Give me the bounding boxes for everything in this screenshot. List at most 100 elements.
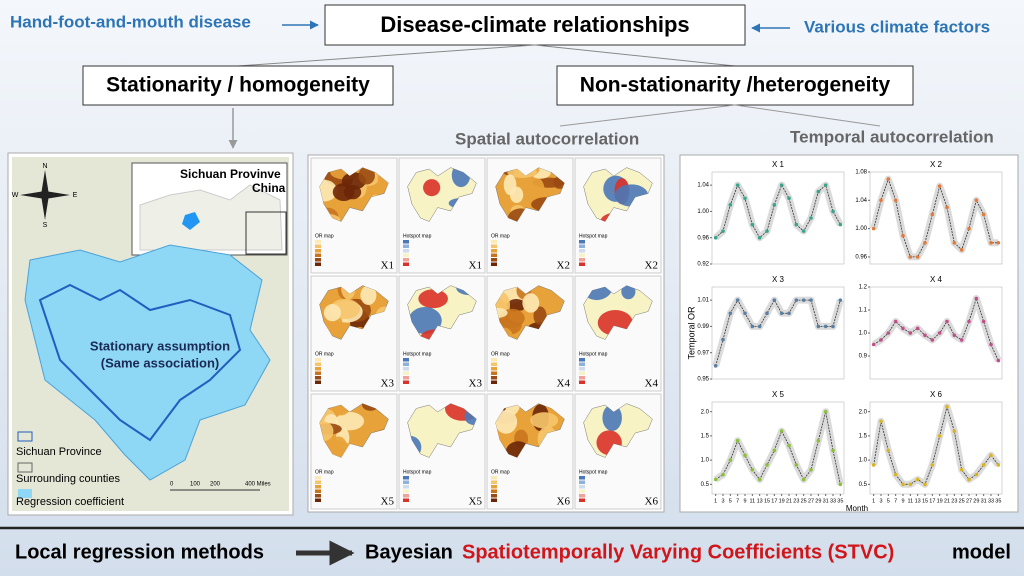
legend-swatch bbox=[315, 240, 321, 244]
x-tick-label: 7 bbox=[736, 498, 739, 504]
map-patch bbox=[358, 167, 375, 185]
chart-title: X 3 bbox=[772, 275, 785, 284]
legend-swatch bbox=[579, 498, 585, 502]
legend-swatch bbox=[491, 485, 497, 489]
legend-swatch bbox=[403, 380, 409, 384]
y-tick-label: 1.5 bbox=[859, 433, 868, 439]
legend-swatch bbox=[315, 253, 321, 257]
map-legend-title: OR map bbox=[315, 233, 334, 239]
legend-swatch bbox=[315, 476, 321, 480]
map-patch bbox=[418, 289, 448, 309]
map-patch bbox=[602, 404, 622, 432]
trend-line bbox=[873, 177, 999, 258]
data-point bbox=[779, 429, 784, 433]
trend-line bbox=[873, 405, 999, 485]
legend-swatch bbox=[491, 498, 497, 502]
right-label: Various climate factors bbox=[804, 17, 990, 36]
data-point bbox=[923, 482, 927, 487]
data-point bbox=[989, 342, 993, 347]
map-patch bbox=[533, 306, 547, 325]
data-point bbox=[823, 324, 828, 329]
legend-swatch bbox=[315, 376, 321, 380]
data-point bbox=[713, 477, 718, 482]
legend-swatch bbox=[17, 462, 33, 473]
legend-swatch bbox=[403, 367, 409, 371]
legend-swatch bbox=[491, 371, 497, 375]
x-tick-label: 29 bbox=[815, 498, 821, 504]
data-point bbox=[981, 463, 986, 467]
data-point bbox=[901, 326, 905, 331]
branch-left: Stationarity / homogeneity bbox=[106, 74, 370, 97]
data-point bbox=[871, 463, 876, 467]
data-point bbox=[886, 331, 891, 335]
scale-label: 400 Miles bbox=[245, 482, 271, 488]
chart-title: X 4 bbox=[930, 275, 943, 284]
variable-label: X5 bbox=[381, 496, 395, 508]
connector bbox=[237, 44, 536, 67]
x-tick-label: 27 bbox=[966, 498, 972, 504]
data-point bbox=[713, 235, 718, 240]
variable-label: X4 bbox=[557, 378, 571, 390]
y-tick-label: 1.1 bbox=[859, 308, 868, 314]
data-point bbox=[743, 453, 747, 458]
data-point bbox=[915, 255, 920, 259]
legend-swatch bbox=[403, 480, 409, 484]
map-legend-title: OR map bbox=[491, 351, 510, 357]
data-point bbox=[735, 183, 740, 187]
x-tick-label: 21 bbox=[786, 498, 792, 504]
map-patch bbox=[360, 285, 377, 306]
map-patch bbox=[530, 412, 559, 429]
x-tick-label: 35 bbox=[995, 498, 1001, 504]
x-tick-label: 9 bbox=[901, 498, 904, 504]
data-point bbox=[838, 482, 843, 487]
chart-title: X 5 bbox=[772, 390, 785, 399]
map-legend-title: Hotspot map bbox=[403, 233, 432, 239]
variable-label: X4 bbox=[645, 378, 659, 390]
y-tick-label: 1.5 bbox=[701, 433, 710, 439]
chart-title: X 2 bbox=[930, 160, 943, 169]
x-tick-label: 31 bbox=[981, 498, 987, 504]
data-point bbox=[823, 409, 828, 414]
y-tick-label: 0.97 bbox=[697, 350, 709, 356]
data-point bbox=[930, 212, 935, 217]
y-tick-label: 1.00 bbox=[855, 226, 867, 232]
x-tick-label: 3 bbox=[879, 498, 882, 504]
data-point bbox=[879, 338, 883, 342]
map-patch bbox=[522, 293, 540, 313]
scale-label: 100 bbox=[190, 482, 201, 488]
legend-swatch bbox=[579, 367, 585, 371]
data-point bbox=[794, 463, 799, 467]
legend-swatch bbox=[403, 485, 409, 489]
legend-swatch bbox=[491, 358, 497, 362]
variable-label: X2 bbox=[645, 260, 658, 272]
legend-swatch bbox=[315, 367, 321, 371]
y-tick-label: 1.08 bbox=[855, 170, 867, 176]
data-point bbox=[893, 198, 898, 203]
trend-line bbox=[715, 299, 841, 367]
map-patch bbox=[319, 179, 338, 202]
data-point bbox=[908, 482, 913, 487]
legend-swatch bbox=[491, 380, 497, 384]
trend-line bbox=[873, 297, 999, 361]
inset-title: Sichuan Provinve bbox=[180, 167, 281, 181]
map-text: Stationary assumption bbox=[90, 338, 230, 353]
footer-left: Local regression methods bbox=[15, 541, 264, 563]
branch-box bbox=[82, 65, 394, 106]
variable-label: X2 bbox=[557, 260, 570, 272]
temporal-label: Temporal autocorrelation bbox=[790, 127, 994, 146]
scale-label: 200 bbox=[210, 482, 221, 488]
legend-swatch bbox=[315, 371, 321, 375]
y-tick-label: 1.2 bbox=[859, 285, 868, 291]
legend-swatch bbox=[403, 371, 409, 375]
legend-swatch bbox=[491, 489, 497, 493]
legend-swatch bbox=[403, 498, 409, 502]
y-tick-label: 1.04 bbox=[697, 183, 709, 189]
map-text: (Same association) bbox=[101, 355, 220, 370]
variable-label: X5 bbox=[469, 496, 483, 508]
x-tick-label: 29 bbox=[973, 498, 979, 504]
x-tick-label: 23 bbox=[793, 498, 799, 504]
data-point bbox=[952, 240, 957, 245]
legend-swatch bbox=[315, 498, 321, 502]
trend-line bbox=[715, 411, 841, 485]
data-point bbox=[901, 233, 905, 238]
